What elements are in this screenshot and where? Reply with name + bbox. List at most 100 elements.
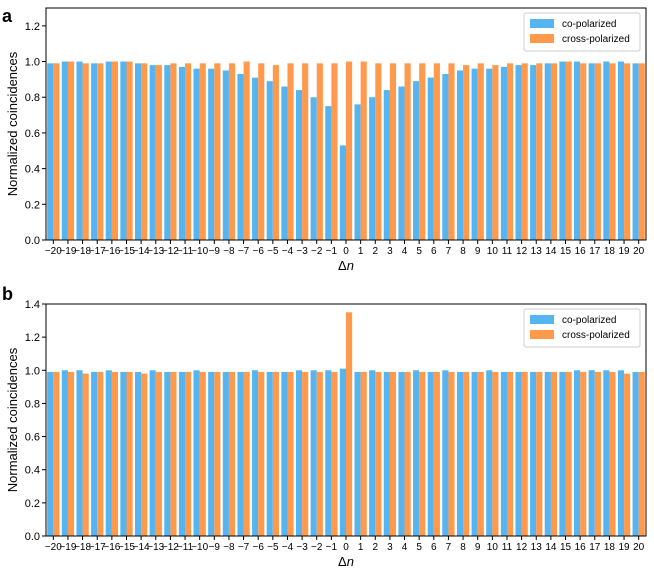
y-tick-label: 1.0	[25, 365, 40, 377]
x-tick-label: 8	[460, 542, 466, 553]
x-tick-label: −6	[252, 246, 264, 257]
cross-polarized-bar-17	[302, 63, 309, 240]
co-polarized-bar-10	[193, 68, 200, 241]
cross-polarized-bar-18	[316, 63, 323, 240]
legend-swatch	[530, 330, 554, 339]
co-polarized-bar-22	[369, 370, 376, 536]
co-polarized-bar-12	[222, 371, 229, 536]
co-polarized-bar-32	[515, 371, 522, 536]
cross-polarized-bar-20	[346, 61, 353, 240]
cross-polarized-bar-14	[258, 371, 265, 536]
y-tick-label: 1.4	[25, 299, 40, 311]
legend-entry: cross-polarized	[562, 330, 630, 341]
cross-polarized-bar-17	[302, 371, 309, 536]
x-tick-label: 19	[618, 542, 630, 553]
cross-polarized-bar-13	[243, 371, 250, 536]
co-polarized-bar-7	[149, 370, 156, 536]
co-polarized-bar-15	[266, 81, 273, 240]
co-polarized-bar-2	[76, 370, 83, 536]
co-polarized-bar-7	[149, 65, 156, 240]
cross-polarized-bar-22	[375, 63, 382, 240]
co-polarized-bar-15	[266, 371, 273, 536]
co-polarized-bar-26	[427, 371, 434, 536]
x-tick-label: 7	[446, 542, 452, 553]
x-tick-label: −20	[45, 542, 62, 553]
x-tick-label: 17	[589, 542, 601, 553]
cross-polarized-bar-26	[433, 371, 440, 536]
legend-swatch	[530, 19, 554, 28]
cross-polarized-bar-0	[53, 63, 60, 240]
co-polarized-bar-2	[76, 61, 83, 240]
x-tick-label: 8	[460, 246, 466, 257]
legend-entry: co-polarized	[562, 19, 616, 30]
cross-polarized-bar-16	[287, 63, 294, 240]
cross-polarized-bar-0	[53, 371, 60, 536]
cross-polarized-bar-32	[521, 371, 528, 536]
x-tick-label: 7	[446, 246, 452, 257]
cross-polarized-bar-31	[506, 371, 514, 536]
x-tick-label: −14	[133, 542, 150, 553]
cross-polarized-bar-15	[272, 65, 279, 240]
cross-polarized-bar-5	[126, 371, 133, 536]
cross-polarized-bar-1	[67, 61, 75, 240]
x-tick-label: 17	[589, 246, 601, 257]
cross-polarized-bar-24	[404, 371, 411, 536]
cross-polarized-bar-28	[463, 65, 470, 240]
co-polarized-bar-11	[208, 371, 215, 536]
x-tick-label: −4	[282, 542, 294, 553]
x-tick-label: −9	[209, 542, 221, 553]
cross-polarized-bar-20	[346, 312, 353, 536]
x-tick-label: −4	[282, 246, 294, 257]
co-polarized-bar-13	[237, 74, 244, 240]
x-tick-label: 5	[416, 542, 422, 553]
x-tick-label: 1	[358, 246, 364, 257]
x-tick-label: 2	[372, 542, 378, 553]
x-tick-label: 19	[618, 246, 630, 257]
co-polarized-bar-36	[574, 370, 581, 536]
x-tick-label: 6	[431, 246, 437, 257]
x-tick-label: 1	[358, 542, 364, 553]
cross-polarized-bar-26	[433, 63, 440, 240]
cross-polarized-bar-3	[97, 63, 104, 240]
cross-polarized-bar-37	[594, 63, 601, 240]
y-tick-label: 0.2	[25, 498, 40, 510]
x-tick-label: −8	[223, 542, 235, 553]
co-polarized-bar-40	[632, 371, 639, 536]
cross-polarized-bar-13	[243, 61, 250, 240]
co-polarized-bar-32	[515, 65, 522, 240]
co-polarized-bar-12	[222, 70, 229, 241]
cross-polarized-bar-6	[141, 373, 148, 536]
panel-label: b	[2, 284, 13, 304]
x-tick-label: −18	[74, 246, 91, 257]
x-tick-label: 10	[487, 246, 499, 257]
co-polarized-bar-4	[105, 61, 112, 240]
x-tick-label: −16	[103, 542, 120, 553]
co-polarized-bar-1	[61, 370, 68, 536]
cross-polarized-bar-4	[111, 371, 118, 536]
cross-polarized-bar-6	[141, 63, 148, 240]
x-tick-label: 5	[416, 246, 422, 257]
co-polarized-bar-33	[530, 371, 537, 536]
co-polarized-bar-6	[134, 371, 142, 536]
x-tick-label: −8	[223, 246, 235, 257]
x-tick-label: 16	[575, 246, 587, 257]
cross-polarized-bar-1	[67, 371, 75, 536]
co-polarized-bar-39	[617, 370, 625, 536]
cross-polarized-bar-35	[565, 61, 572, 240]
co-polarized-bar-28	[456, 371, 464, 536]
x-tick-label: −2	[311, 246, 323, 257]
cross-polarized-bar-33	[536, 63, 543, 240]
x-tick-label: 20	[633, 542, 645, 553]
co-polarized-bar-3	[91, 63, 98, 240]
cross-polarized-bar-12	[228, 371, 236, 536]
co-polarized-bar-24	[398, 371, 405, 536]
cross-polarized-bar-3	[97, 371, 104, 536]
cross-polarized-bar-4	[111, 61, 118, 240]
co-polarized-bar-29	[471, 68, 478, 241]
legend: co-polarized cross-polarized	[523, 12, 641, 52]
x-tick-label: −17	[89, 542, 106, 553]
cross-polarized-bar-22	[375, 371, 382, 536]
x-tick-label: −6	[252, 542, 264, 553]
cross-polarized-bar-18	[316, 371, 323, 536]
co-polarized-bar-5	[120, 371, 127, 536]
